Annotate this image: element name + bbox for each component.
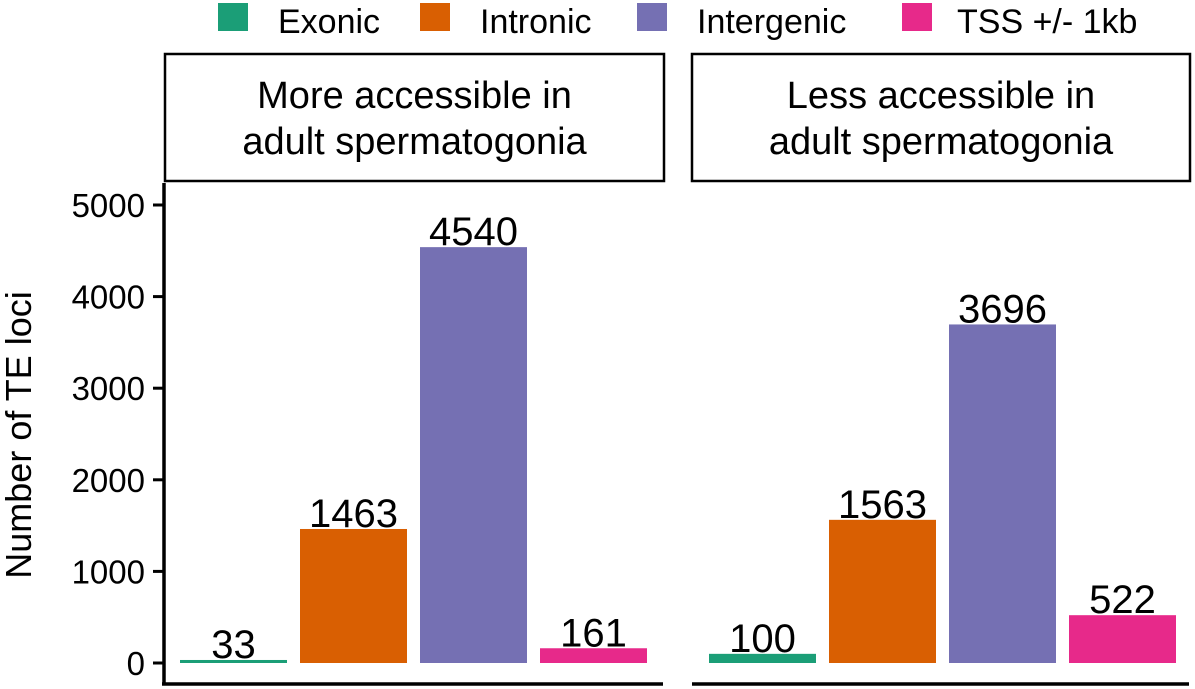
facet-title-line: More accessible in bbox=[257, 75, 572, 117]
bar-intergenic bbox=[420, 247, 527, 664]
bar-value-label: 100 bbox=[729, 617, 796, 661]
facet-strip bbox=[690, 52, 1192, 183]
facet-title-line: Less accessible in bbox=[787, 75, 1095, 117]
legend-label: Exonic bbox=[278, 3, 380, 41]
bar-value-label: 1563 bbox=[838, 483, 927, 527]
facet-strip bbox=[163, 52, 666, 183]
bar-value-label: 33 bbox=[211, 623, 256, 667]
legend-key-intergenic bbox=[637, 3, 667, 31]
y-axis-label: Number of TE loci bbox=[0, 291, 39, 578]
bar-value-label: 4540 bbox=[429, 210, 518, 254]
bar-intronic bbox=[829, 519, 936, 663]
facet-title-line: adult spermatogonia bbox=[769, 121, 1114, 163]
legend-label: TSS +/- 1kb bbox=[957, 3, 1137, 41]
y-tick-label: 0 bbox=[127, 645, 145, 682]
y-tick-label: 2000 bbox=[72, 462, 145, 499]
bar-exonic bbox=[180, 659, 287, 663]
legend-key-intronic bbox=[420, 3, 450, 31]
bar-tss-1kb bbox=[1069, 615, 1176, 663]
bar-intergenic bbox=[949, 324, 1056, 663]
bar-tss-1kb bbox=[540, 648, 647, 663]
bar-exonic bbox=[709, 653, 816, 663]
legend-key-tss-1kb bbox=[902, 3, 932, 31]
legend: Exonic Intronic Intergenic TSS +/- 1kb bbox=[218, 3, 1137, 41]
legend-label: Intergenic bbox=[697, 3, 846, 41]
legend-key-exonic bbox=[218, 3, 248, 31]
legend-label: Intronic bbox=[480, 3, 592, 41]
bar-value-label: 522 bbox=[1089, 578, 1156, 622]
y-tick-label: 1000 bbox=[72, 553, 145, 590]
y-tick-label: 5000 bbox=[72, 187, 145, 224]
bar-value-label: 1463 bbox=[309, 492, 398, 536]
y-axis: 0 1000 2000 3000 4000 5000 bbox=[72, 183, 166, 686]
facet-title-line: adult spermatogonia bbox=[242, 121, 587, 163]
y-tick-label: 3000 bbox=[72, 370, 145, 407]
bar-value-label: 161 bbox=[560, 611, 627, 655]
bar-value-label: 3696 bbox=[958, 287, 1047, 331]
y-tick-label: 4000 bbox=[72, 279, 145, 316]
bar-intronic bbox=[300, 528, 407, 663]
